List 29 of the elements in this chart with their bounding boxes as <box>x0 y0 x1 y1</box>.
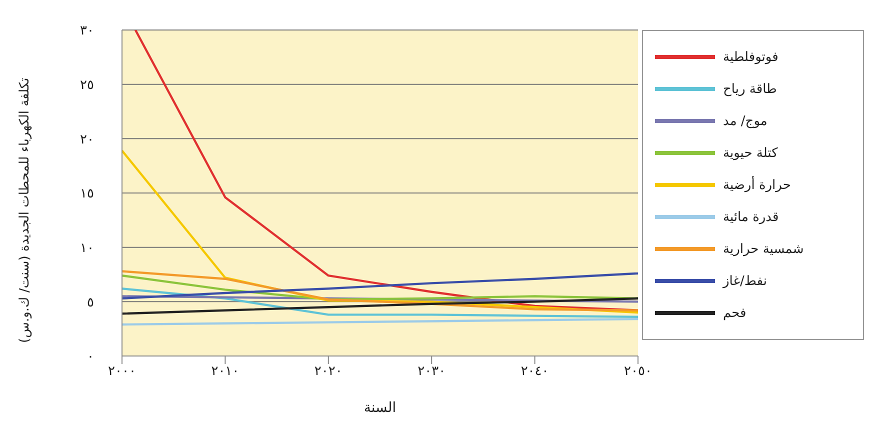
legend-label: موج/ مد <box>723 114 768 128</box>
legend-label: قدرة مائية <box>723 210 779 224</box>
legend-label: فحم <box>723 306 746 320</box>
y-tick-label: ٢٥ <box>80 78 94 93</box>
legend-label: فوتوفلطية <box>723 50 778 64</box>
x-axis-title: السنة <box>364 400 396 416</box>
legend-label: نفط/غاز <box>723 274 767 288</box>
y-tick-label: ٢٠ <box>80 132 94 148</box>
y-tick-label: ٣٠ <box>80 24 94 39</box>
line-series <box>122 288 638 318</box>
y-axis-title: تكلفة الكهرباء للمحطات الجديدة (سنت/ ك.و.س) <box>18 77 33 343</box>
legend-label: طاقة رياح <box>723 82 777 96</box>
x-tick-label: ٢٠١٠ <box>211 364 240 380</box>
line-series <box>134 30 638 312</box>
line-series <box>122 150 638 314</box>
y-tick-label: ١٠ <box>80 240 94 256</box>
line-series <box>122 297 638 315</box>
legend-label: حرارة أرضية <box>723 178 791 192</box>
x-tick-label: ٢٠٢٠ <box>314 364 342 380</box>
legend-label: شمسية حرارية <box>723 242 804 256</box>
x-tick-label: ٢٠٠٠ <box>108 364 136 380</box>
x-tick-label: ٢٠٤٠ <box>520 364 549 380</box>
legend-label: كتلة حيوية <box>723 146 778 160</box>
y-tick-label: ٥ <box>87 295 94 310</box>
x-tick-label: ٢٠٣٠ <box>418 364 446 380</box>
y-tick-label: ١٥ <box>80 186 94 202</box>
x-tick-label: ٢٠٥٠ <box>624 364 652 380</box>
y-tick-label: ٠ <box>87 350 94 365</box>
line-series <box>122 270 638 312</box>
